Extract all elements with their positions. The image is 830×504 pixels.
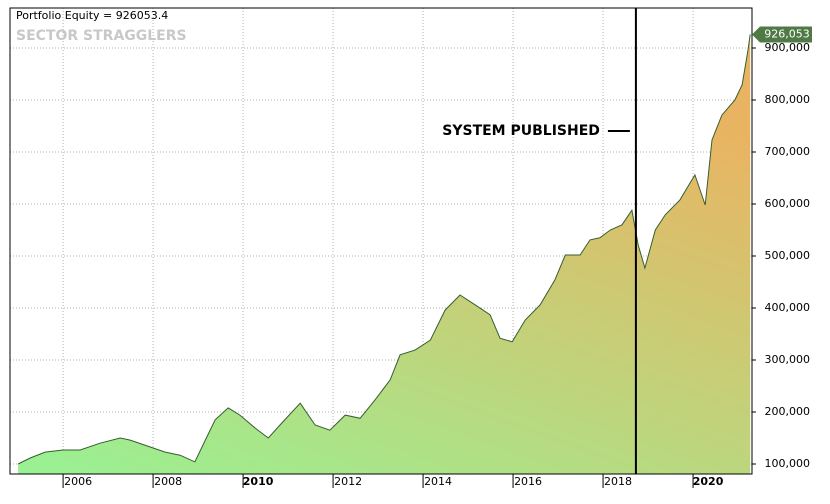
end-label: 926,053 bbox=[764, 27, 810, 40]
published-label: SYSTEM PUBLISHED bbox=[442, 123, 600, 139]
chart-title: Portfolio Equity = 926053.4 bbox=[16, 9, 168, 22]
x-tick-label: 2012 bbox=[334, 475, 362, 488]
y-tick-label: 100,000 bbox=[765, 457, 811, 470]
x-tick-label: 2018 bbox=[604, 475, 632, 488]
x-tick-label: 2006 bbox=[64, 475, 92, 488]
equity-line bbox=[17, 34, 751, 465]
plot bbox=[17, 34, 751, 475]
watermark: SECTOR STRAGGLERS bbox=[16, 28, 187, 44]
y-tick-label: 900,000 bbox=[765, 41, 811, 54]
y-tick-label: 500,000 bbox=[765, 249, 811, 262]
end-label-tag bbox=[752, 26, 812, 43]
y-tick-label: 800,000 bbox=[765, 93, 811, 106]
y-tick-label: 200,000 bbox=[765, 405, 811, 418]
x-tick-label: 2010 bbox=[243, 475, 274, 488]
y-tick-label: 700,000 bbox=[765, 145, 811, 158]
equity-area bbox=[18, 34, 751, 475]
plot-frame bbox=[9, 7, 753, 475]
x-tick-label: 2020 bbox=[693, 475, 724, 488]
y-tick-label: 400,000 bbox=[765, 301, 811, 314]
x-tick-label: 2008 bbox=[154, 475, 182, 488]
x-tick-label: 2014 bbox=[424, 475, 452, 488]
y-tick-label: 600,000 bbox=[765, 197, 811, 210]
y-tick-label: 300,000 bbox=[765, 353, 811, 366]
x-tick-label: 2016 bbox=[514, 475, 542, 488]
